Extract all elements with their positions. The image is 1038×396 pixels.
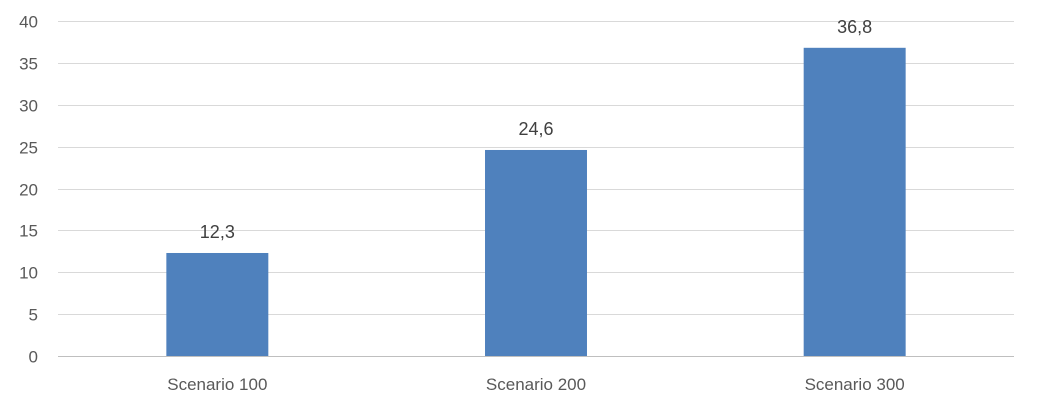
bar-2 (485, 149, 587, 356)
y-tick-label: 20 (19, 181, 38, 200)
bar-3 (803, 47, 906, 357)
y-tick-label: 35 (19, 55, 38, 74)
y-tick-label: 5 (29, 306, 38, 325)
bars (166, 47, 906, 357)
x-tick-label-3: Scenario 300 (805, 375, 905, 394)
y-tick-label: 40 (19, 13, 38, 32)
y-tick-label: 30 (19, 97, 38, 116)
data-label-1: 12,3 (200, 222, 235, 242)
y-tick-label: 15 (19, 222, 38, 241)
data-labels: 12,3 24,6 36,8 (200, 17, 872, 242)
data-label-3: 36,8 (837, 17, 872, 37)
x-axis-tick-labels: Scenario 100 Scenario 200 Scenario 300 (167, 375, 905, 394)
y-axis-tick-labels: 0 5 10 15 20 25 30 35 40 (19, 13, 38, 367)
y-tick-label: 25 (19, 139, 38, 158)
bar-1 (166, 252, 269, 356)
data-label-2: 24,6 (518, 119, 553, 139)
y-tick-label: 0 (29, 348, 38, 367)
x-tick-label-2: Scenario 200 (486, 375, 586, 394)
y-tick-label: 10 (19, 264, 38, 283)
x-tick-label-1: Scenario 100 (167, 375, 267, 394)
